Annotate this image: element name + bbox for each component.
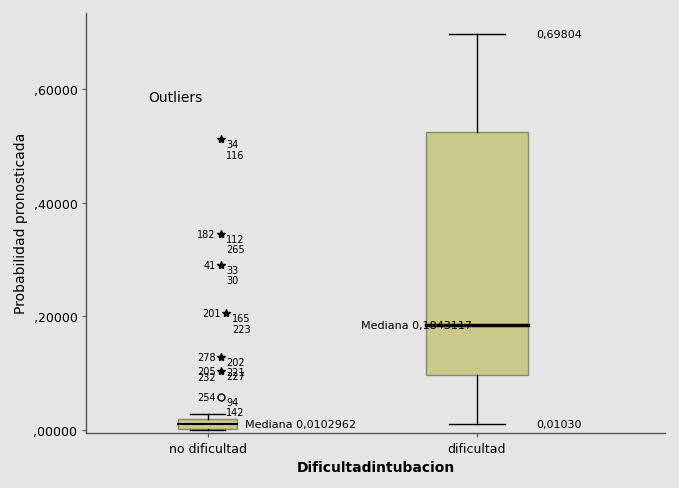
Text: 227: 227 [226, 371, 245, 382]
Text: 0,01030: 0,01030 [536, 419, 581, 429]
Text: 33: 33 [226, 265, 239, 276]
Text: 221: 221 [226, 367, 245, 378]
Text: 94: 94 [226, 397, 239, 407]
Text: 182: 182 [197, 229, 216, 240]
Y-axis label: Probabilidad pronosticada: Probabilidad pronosticada [14, 133, 28, 314]
Text: 112: 112 [226, 235, 245, 244]
Text: 223: 223 [232, 324, 251, 334]
Text: 165: 165 [232, 314, 251, 324]
Text: 202: 202 [226, 357, 245, 367]
Bar [426, 133, 528, 375]
Text: 41: 41 [204, 261, 216, 271]
Bar [178, 420, 237, 428]
Text: 278: 278 [197, 352, 216, 363]
Text: 30: 30 [226, 276, 239, 286]
Text: 0,69804: 0,69804 [536, 30, 582, 40]
Text: 265: 265 [226, 245, 245, 255]
Text: 116: 116 [226, 150, 245, 160]
Text: Mediana 0,0102962: Mediana 0,0102962 [245, 419, 356, 429]
Text: 34: 34 [226, 140, 239, 150]
Text: Mediana 0,1843117: Mediana 0,1843117 [361, 321, 472, 331]
Text: Outliers: Outliers [149, 90, 202, 104]
Text: 232: 232 [197, 372, 216, 382]
Text: 142: 142 [226, 407, 245, 417]
Text: 254: 254 [197, 392, 216, 402]
X-axis label: Dificultadintubacion: Dificultadintubacion [297, 460, 455, 474]
Text: 205: 205 [197, 366, 216, 377]
Text: 201: 201 [202, 309, 221, 319]
